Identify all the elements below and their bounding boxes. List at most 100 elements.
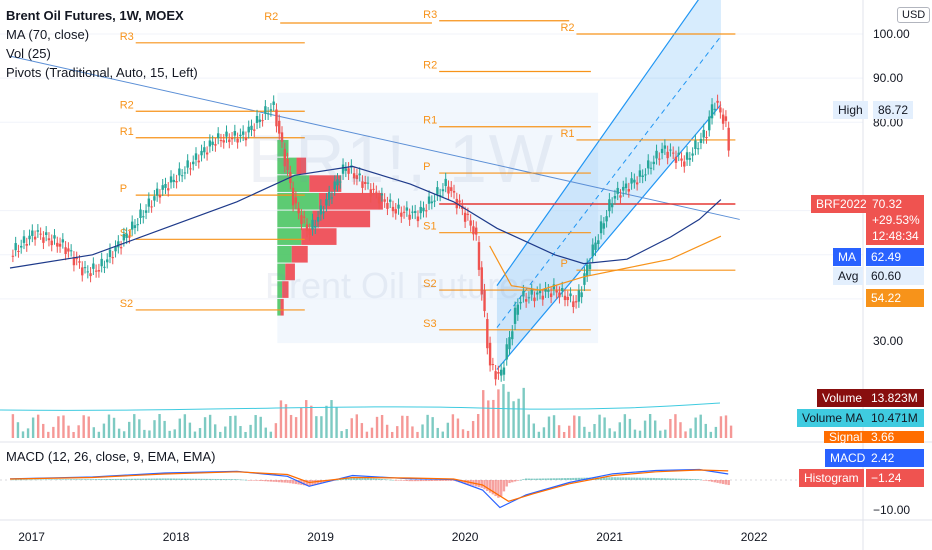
- volume-bar: [148, 430, 151, 438]
- volume-profile-down-bar: [285, 263, 295, 281]
- candle-body: [677, 152, 680, 155]
- histogram-bar: [180, 478, 184, 480]
- histogram-bar: [106, 479, 109, 480]
- volume-profile-down-bar: [282, 281, 289, 298]
- currency-button[interactable]: USD: [897, 7, 931, 23]
- candle-body: [599, 221, 603, 234]
- volume-bar: [659, 430, 662, 438]
- signal-badge-label: Signal: [824, 431, 868, 443]
- candle-body: [61, 239, 65, 243]
- candle-body: [671, 152, 675, 154]
- candle-body: [264, 106, 267, 114]
- volume-bar: [122, 431, 126, 438]
- legend-pivots[interactable]: Pivots (Traditional, Auto, 15, Left): [6, 65, 198, 80]
- histogram-bar: [89, 479, 92, 480]
- legend-macd[interactable]: MACD (12, 26, close, 9, EMA, EMA): [6, 449, 216, 464]
- candle-body: [39, 233, 42, 235]
- candle-body: [377, 196, 381, 204]
- candle-body: [339, 181, 342, 183]
- histogram-bar: [255, 480, 259, 481]
- volume-bar: [355, 414, 358, 438]
- volume-bar: [57, 416, 60, 438]
- histogram-bar: [602, 477, 606, 480]
- volume-bar: [42, 423, 45, 438]
- volume-bar: [274, 423, 278, 438]
- volume-bar: [279, 400, 283, 438]
- legend-vol[interactable]: Vol (25): [6, 46, 51, 61]
- time-axis-tick: 2017: [18, 530, 45, 544]
- candle-body: [81, 267, 84, 276]
- histogram-bar: [150, 478, 153, 480]
- volume-bar: [284, 404, 288, 438]
- histogram-bar: [172, 478, 176, 480]
- candle-body: [533, 297, 536, 302]
- candle-body: [222, 140, 225, 143]
- volume-bar: [173, 429, 176, 438]
- histogram-bar: [555, 478, 558, 480]
- volume-profile-up-bar: [277, 245, 292, 263]
- histogram-bar: [164, 478, 167, 480]
- candle-body: [635, 182, 639, 185]
- pivot-label: P: [423, 161, 430, 173]
- candle-body: [139, 209, 142, 218]
- volume-bar: [416, 431, 419, 438]
- histogram-bar: [519, 479, 522, 481]
- candle-body: [117, 241, 120, 248]
- volume-bar: [26, 428, 30, 438]
- candle-body: [28, 235, 31, 240]
- candle-body: [480, 267, 483, 295]
- candle-body: [627, 189, 631, 192]
- volume-bar: [406, 415, 409, 438]
- volume-bar: [689, 428, 692, 438]
- watermark-description: Brent Oil Futures: [265, 265, 538, 306]
- histogram-bar: [372, 478, 375, 480]
- histogram-bar: [53, 479, 56, 480]
- histogram-bar: [572, 477, 575, 480]
- histogram-bar: [247, 480, 250, 481]
- legend-ma[interactable]: MA (70, close): [6, 27, 90, 42]
- histogram-bar: [380, 479, 384, 480]
- histogram-bar: [11, 479, 15, 481]
- histogram-bar: [574, 477, 578, 480]
- histogram-bar: [158, 478, 162, 480]
- candle-body: [674, 156, 678, 163]
- volume-bar: [401, 415, 404, 438]
- histogram-bar: [269, 480, 273, 482]
- candle-body: [430, 201, 434, 204]
- candle-body: [544, 288, 547, 292]
- volume-bar: [294, 417, 298, 438]
- candle-body: [119, 247, 123, 249]
- ma-line: [9, 165, 722, 269]
- histogram-bar: [128, 478, 131, 480]
- time-axis-tick: 2022: [741, 530, 768, 544]
- volume-bar: [254, 415, 257, 438]
- histogram-bar: [649, 477, 653, 480]
- histogram-bar: [577, 477, 581, 480]
- volume-bar: [77, 425, 80, 438]
- candle-body: [44, 232, 48, 236]
- ma2-badge-value: 54.22: [866, 289, 924, 307]
- candle-body: [103, 266, 106, 268]
- candle-body: [522, 291, 525, 297]
- candle-body: [613, 195, 617, 199]
- histogram-bar: [119, 478, 123, 480]
- histogram-bar: [189, 478, 192, 480]
- candle-body: [513, 307, 517, 324]
- price-axis-tick: 30.00: [873, 334, 903, 348]
- histogram-bar: [558, 478, 561, 480]
- histogram-bar: [350, 477, 353, 480]
- histogram-bar: [303, 480, 306, 486]
- candle-body: [386, 203, 389, 209]
- candle-body: [161, 185, 164, 190]
- candle-body: [702, 129, 705, 138]
- volume-bar: [340, 431, 343, 438]
- volume-bar: [623, 414, 627, 438]
- volume-bar: [426, 414, 429, 438]
- legend-title[interactable]: Brent Oil Futures, 1W, MOEX: [6, 8, 184, 23]
- time-axis-tick: 2018: [163, 530, 190, 544]
- pivot-label: R3: [423, 9, 437, 21]
- candle-body: [69, 250, 73, 252]
- candle-body: [666, 151, 669, 159]
- histogram-bar: [491, 480, 495, 495]
